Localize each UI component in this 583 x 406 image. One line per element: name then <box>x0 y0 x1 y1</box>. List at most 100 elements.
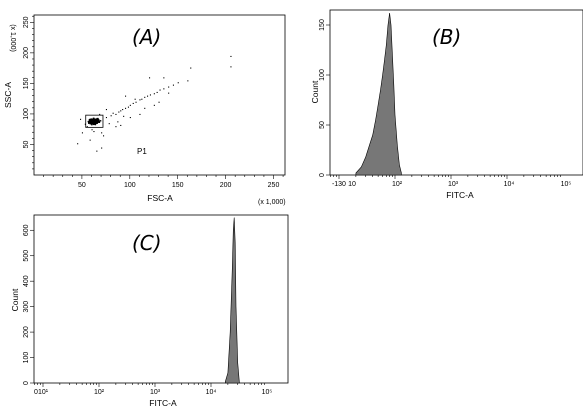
scatter-point <box>156 91 158 93</box>
scatter-point <box>139 99 141 101</box>
x-tick-label: 10³ <box>150 389 161 396</box>
x-tick-label: 10² <box>392 181 403 188</box>
x-tick-label: 250 <box>268 182 280 189</box>
scatter-point <box>123 115 125 117</box>
cluster-point <box>95 118 98 120</box>
scatter-point <box>230 55 232 57</box>
scatter-point <box>141 98 143 100</box>
scatter-point <box>153 104 155 106</box>
panel-a-y-multiplier: (x 1,000) <box>9 24 16 52</box>
panel-c-y-label: Count <box>10 288 20 311</box>
panel-c-y-ticks: 0 100 200 300 400 500 600 <box>23 224 34 385</box>
panel-c-label: (C) <box>132 231 162 255</box>
panel-a-gate-p1: P1 <box>85 114 147 156</box>
panel-c-histogram-area <box>225 217 240 384</box>
x-tick-label: 0 <box>342 181 346 188</box>
cluster-point <box>91 118 93 121</box>
y-tick-label: 250 <box>23 16 30 28</box>
x-tick-label: 10⁴ <box>504 181 515 188</box>
y-tick-label: 0 <box>319 173 326 177</box>
scatter-point <box>230 66 232 68</box>
x-tick-label: 0 <box>34 389 38 396</box>
panel-a-y-ticks: 50 100 150 200 250 <box>23 15 34 170</box>
scatter-point <box>86 126 88 128</box>
x-tick-label: 50 <box>78 182 86 189</box>
scatter-point <box>103 135 105 137</box>
scatter-point <box>144 107 146 109</box>
cluster-point <box>99 120 102 122</box>
scatter-point <box>132 102 134 104</box>
scatter-point <box>149 94 151 96</box>
cluster-point <box>94 118 96 120</box>
scatter-point <box>117 121 119 123</box>
panel-b-y-ticks: 0 50 100 150 <box>319 19 330 177</box>
scatter-point <box>118 111 120 113</box>
y-tick-label: 100 <box>319 69 326 81</box>
scatter-point <box>129 104 131 106</box>
cluster-point <box>89 122 91 125</box>
panel-b-x-ticks: -13 0 10 10² 10³ 10⁴ 10⁵ <box>330 175 571 188</box>
scatter-point <box>125 107 127 109</box>
x-tick-label: -13 <box>332 181 342 188</box>
gate-label: P1 <box>137 147 147 156</box>
panel-c-x-label: FITC-A <box>149 398 177 406</box>
cluster-point <box>97 119 100 121</box>
cluster-point <box>92 120 94 122</box>
scatter-point <box>81 132 83 134</box>
x-tick-label: 10⁵ <box>262 389 273 396</box>
x-tick-label: 10¹ <box>38 389 49 396</box>
cluster-point <box>96 121 98 123</box>
scatter-point <box>187 80 189 82</box>
x-tick-label: 150 <box>172 182 184 189</box>
cluster-point <box>88 122 90 124</box>
scatter-point <box>153 93 155 95</box>
scatter-point <box>129 117 131 119</box>
scatter-point <box>101 132 103 134</box>
x-tick-label: 10⁵ <box>561 181 572 188</box>
cluster-point <box>90 119 92 121</box>
scatter-point <box>147 95 149 97</box>
y-tick-label: 50 <box>23 140 30 148</box>
scatter-point <box>101 147 103 149</box>
scatter-point <box>99 113 101 115</box>
cluster-point <box>97 120 99 123</box>
y-tick-label: 100 <box>23 352 30 364</box>
gate-rectangle <box>85 114 104 128</box>
y-tick-label: 50 <box>319 121 326 129</box>
panel-b-x-label: FITC-A <box>446 190 474 200</box>
cluster-point <box>95 122 97 124</box>
y-tick-label: 150 <box>319 19 326 31</box>
scatter-point <box>122 109 124 111</box>
x-tick-label: 10³ <box>448 181 459 188</box>
scatter-point <box>135 101 137 103</box>
scatter-point <box>115 113 117 115</box>
scatter-point <box>96 150 98 152</box>
scatter-point <box>190 67 192 69</box>
scatter-point <box>105 117 107 119</box>
panel-b-label: (B) <box>432 25 461 49</box>
scatter-point <box>120 124 122 126</box>
y-tick-label: 150 <box>23 77 30 89</box>
scatter-point <box>168 92 170 94</box>
y-tick-label: 600 <box>23 224 30 236</box>
y-tick-label: 300 <box>23 301 30 313</box>
scatter-point <box>89 139 91 141</box>
scatter-point <box>120 110 122 112</box>
scatter-point <box>91 129 93 131</box>
scatter-point <box>115 126 117 128</box>
y-tick-label: 200 <box>23 326 30 338</box>
scatter-point <box>172 84 174 86</box>
scatter-point <box>127 106 129 108</box>
x-tick-label: 200 <box>220 182 232 189</box>
cluster-point <box>89 122 91 124</box>
cluster-point <box>93 119 95 121</box>
panel-b-y-label: Count <box>310 80 320 103</box>
panel-a-scatter: P1 50 100 150 200 250 50 100 150 200 250 (A) FSC… <box>3 14 286 206</box>
scatter-point <box>163 88 165 90</box>
scatter-point <box>112 112 114 114</box>
y-tick-label: 500 <box>23 250 30 262</box>
x-tick-label: 10⁴ <box>206 389 217 396</box>
cluster-point <box>92 117 95 120</box>
